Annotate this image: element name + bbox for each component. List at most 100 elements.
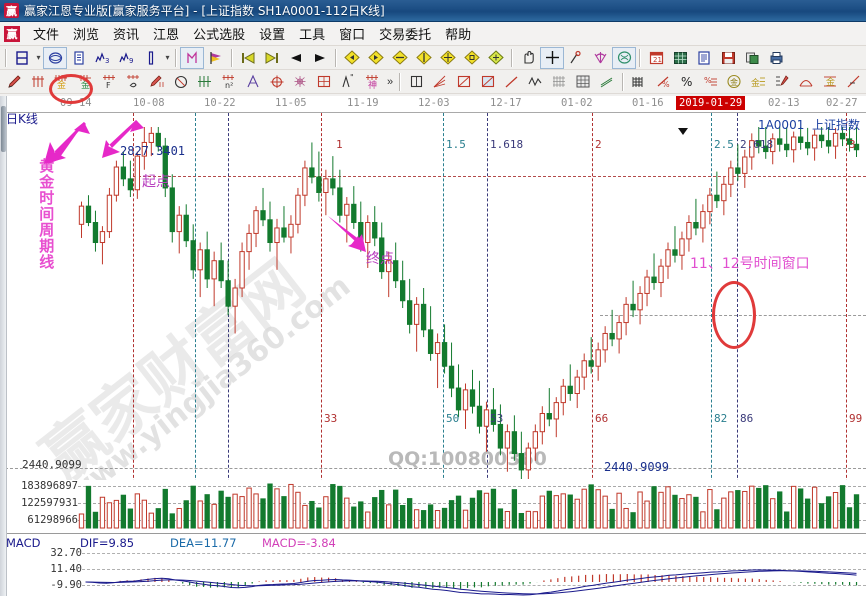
- print-icon[interactable]: [765, 48, 787, 68]
- gann-fan-icon[interactable]: [589, 48, 611, 68]
- gann-shen-icon[interactable]: 神: [361, 72, 383, 92]
- vertical-scroll-rail[interactable]: [0, 96, 7, 596]
- date-tick-selected[interactable]: 2019-01-29: [676, 96, 746, 110]
- box-diagonal-icon[interactable]: [453, 72, 475, 92]
- menu-item-file[interactable]: 文件: [33, 28, 60, 43]
- crosshair-icon[interactable]: [540, 46, 564, 69]
- toolbar-primary: ▾ 3 9 ▾: [0, 46, 866, 70]
- highlight-ellipse-toolbar: [49, 74, 93, 104]
- menu-item-gann[interactable]: 江恩: [153, 28, 180, 43]
- color-flag-icon[interactable]: [205, 48, 227, 68]
- angle-measure-icon[interactable]: [843, 72, 865, 92]
- gann-web-icon[interactable]: [290, 72, 312, 92]
- chart-frame-icon[interactable]: [405, 72, 427, 92]
- gann-box-icon[interactable]: [313, 72, 335, 92]
- menu-item-window[interactable]: 窗口: [339, 28, 366, 43]
- grid-fine-icon[interactable]: [548, 72, 570, 92]
- date-tick: 01-02: [561, 97, 593, 109]
- date-tick: 10-22: [204, 97, 236, 109]
- grid-dark-icon[interactable]: [572, 72, 594, 92]
- zoom-diamond-plus-icon[interactable]: [485, 48, 507, 68]
- gann-target-icon[interactable]: [266, 72, 288, 92]
- brain-analysis-icon[interactable]: [612, 46, 636, 69]
- menu-item-browse[interactable]: 浏览: [73, 28, 100, 43]
- gann-square-n2-icon[interactable]: n²: [218, 72, 240, 92]
- zoom-diamond-right-icon[interactable]: [365, 48, 387, 68]
- gann-wave-mark-icon[interactable]: ": [337, 72, 359, 92]
- box-shaded-icon[interactable]: [477, 72, 499, 92]
- pen-draw-icon[interactable]: [3, 72, 25, 92]
- trendline-up-icon[interactable]: [501, 72, 523, 92]
- percent-icon[interactable]: %: [676, 72, 698, 92]
- gann-grid-small-icon[interactable]: [27, 72, 49, 92]
- gold-circle-icon[interactable]: 金: [724, 72, 746, 92]
- annotation-golden-cycle-line: 黄金时间周期线: [37, 158, 56, 270]
- ladder-steps-icon[interactable]: [628, 72, 650, 92]
- menu-item-news[interactable]: 资讯: [113, 28, 140, 43]
- toolbar-overflow-button[interactable]: »: [387, 75, 394, 88]
- chart-period-9-icon[interactable]: 9: [116, 48, 138, 68]
- menu-item-tools[interactable]: 工具: [299, 28, 326, 43]
- hand-pan-icon[interactable]: [517, 48, 539, 68]
- fib-ratio-label: 2: [595, 138, 602, 151]
- calendar-day-icon[interactable]: [11, 48, 33, 68]
- skip-first-icon[interactable]: [237, 48, 259, 68]
- menu-item-settings[interactable]: 设置: [259, 28, 286, 43]
- fan-lines-icon[interactable]: [429, 72, 451, 92]
- gann-spiral-icon[interactable]: [122, 72, 144, 92]
- arc-retracement-icon[interactable]: [795, 72, 817, 92]
- zigzag-icon[interactable]: [525, 72, 547, 92]
- k-line-period-label: 日K线: [6, 112, 38, 126]
- pen-ruler-icon[interactable]: [771, 72, 793, 92]
- calendar-21-icon[interactable]: 21: [645, 48, 667, 68]
- chevron-down-icon[interactable]: ▾: [36, 53, 41, 62]
- report-icon[interactable]: [693, 48, 715, 68]
- pattern-recognition-icon[interactable]: [180, 46, 204, 69]
- gold-lines-icon[interactable]: 金: [747, 72, 769, 92]
- gann-fork-f-icon[interactable]: F: [99, 72, 121, 92]
- zoom-diamond-expand-icon[interactable]: [389, 48, 411, 68]
- svg-text:9: 9: [129, 57, 133, 65]
- zoom-diamond-grid-icon[interactable]: [461, 48, 483, 68]
- chevron-down-icon-2[interactable]: ▾: [165, 53, 170, 62]
- scroll-thumb[interactable]: [1, 106, 6, 152]
- fib-bar-count-label: 82: [714, 412, 728, 425]
- data-table-icon[interactable]: [669, 48, 691, 68]
- chart-period-3-icon[interactable]: 3: [92, 48, 114, 68]
- menu-item-help[interactable]: 帮助: [445, 28, 472, 43]
- globe-analysis-icon[interactable]: [43, 46, 67, 69]
- zoom-diamond-left-icon[interactable]: [341, 48, 363, 68]
- menu-bar: 赢 文件 浏览 资讯 江恩 公式选股 设置 工具 窗口 交易委托 帮助: [0, 22, 866, 46]
- svg-text:金: 金: [730, 77, 738, 87]
- volume-axis-label: 122597931: [21, 497, 78, 509]
- fib-vline-1-5: [443, 113, 444, 513]
- svg-text:金: 金: [751, 77, 760, 89]
- gann-grid-lines-icon[interactable]: [194, 72, 216, 92]
- gold-ratio-icon[interactable]: 金: [819, 72, 841, 92]
- gann-circle-icon[interactable]: [170, 72, 192, 92]
- document-list-icon[interactable]: [68, 48, 90, 68]
- fib-ratio-label: 1: [336, 138, 343, 151]
- percent-cross-icon[interactable]: %: [652, 72, 674, 92]
- zoom-diamond-cross-icon[interactable]: [437, 48, 459, 68]
- toolbar-separator-7: [399, 72, 402, 91]
- vertical-bar-icon[interactable]: [140, 48, 162, 68]
- symbol-code: 1A0001: [757, 118, 805, 132]
- scroll-left-icon[interactable]: [285, 48, 307, 68]
- fib-ratio-label: 1.618: [490, 138, 524, 151]
- gann-angle-icon[interactable]: [242, 72, 264, 92]
- price-chart-panel[interactable]: 赢家财富网 www.yingjia360.com 09-14 10-08 10-…: [0, 96, 866, 534]
- pen-grid-icon[interactable]: [146, 72, 168, 92]
- skip-last-icon[interactable]: [261, 48, 283, 68]
- zoom-diamond-contract-icon[interactable]: [413, 48, 435, 68]
- save-disk-icon[interactable]: [717, 48, 739, 68]
- menu-item-formula-stock-pick[interactable]: 公式选股: [193, 28, 246, 43]
- percent-lines-icon[interactable]: %: [700, 72, 722, 92]
- scroll-right-icon[interactable]: [309, 48, 331, 68]
- copy-icon[interactable]: [741, 48, 763, 68]
- parallel-channel-icon[interactable]: [596, 72, 618, 92]
- volume-axis-label: 183896897: [21, 480, 78, 492]
- menu-item-trade[interactable]: 交易委托: [379, 28, 432, 43]
- trend-line-draw-icon[interactable]: [565, 48, 587, 68]
- fib-vline-3: [846, 113, 847, 513]
